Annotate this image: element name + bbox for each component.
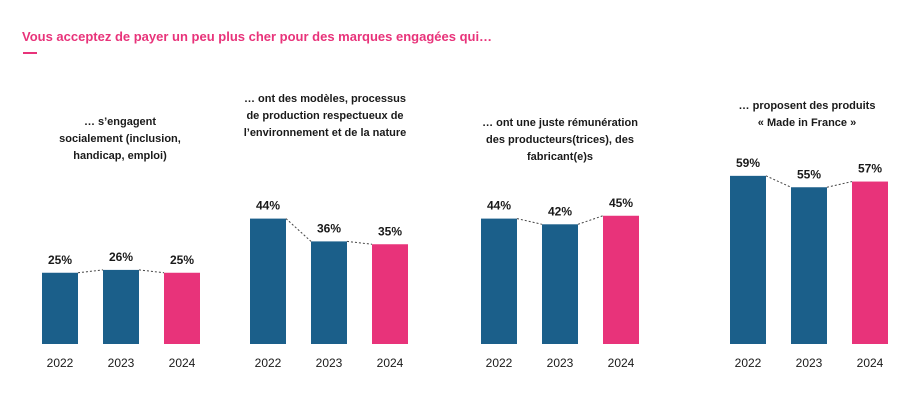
panel-title-1: … s’engagent socialement (inclusion, han…	[59, 116, 181, 162]
value-label-2022: 44%	[256, 199, 280, 213]
year-label-2022: 2022	[255, 356, 282, 370]
bar-2022	[481, 218, 517, 344]
value-label-2023: 42%	[548, 204, 572, 218]
headline-underline-dash	[23, 52, 37, 54]
trend-connector	[577, 215, 604, 225]
year-label-2024: 2024	[169, 356, 196, 370]
bar-2024	[164, 272, 200, 344]
bar-2022	[250, 218, 286, 344]
panel-title-3: … ont une juste rémunération des product…	[482, 117, 638, 163]
trend-connector	[346, 240, 373, 245]
trend-connector	[765, 175, 792, 188]
year-label-2023: 2023	[316, 356, 343, 370]
bar-2024	[603, 215, 639, 344]
trend-connector	[516, 218, 543, 225]
value-label-2024: 35%	[378, 224, 402, 238]
year-label-2023: 2023	[796, 356, 823, 370]
panel-title-4: … proposent des produits « Made in Franc…	[738, 100, 876, 129]
year-label-2023: 2023	[547, 356, 574, 370]
chart-headline: Vous acceptez de payer un peu plus cher …	[22, 29, 493, 44]
year-label-2022: 2022	[486, 356, 513, 370]
bar-2022	[730, 175, 766, 344]
year-label-2022: 2022	[47, 356, 74, 370]
bar-2023	[311, 241, 347, 344]
bar-2022	[42, 272, 78, 344]
chart-panel-1: 25% 2022 26% 2023 25% 2024	[42, 250, 200, 370]
bar-2024	[372, 244, 408, 344]
year-label-2022: 2022	[735, 356, 762, 370]
value-label-2023: 36%	[317, 221, 341, 235]
value-label-2022: 25%	[48, 253, 72, 267]
bar-2024	[852, 181, 888, 344]
trend-connector	[77, 269, 104, 274]
chart-panel-2: 44% 2022 36% 2023 35% 2024	[250, 199, 408, 370]
trend-connector	[285, 218, 312, 242]
year-label-2024: 2024	[377, 356, 404, 370]
year-label-2024: 2024	[608, 356, 635, 370]
trend-connector	[138, 269, 165, 274]
value-label-2024: 25%	[170, 253, 194, 267]
value-label-2024: 57%	[858, 162, 882, 176]
panel-title-2: … ont des modèles, processus de producti…	[243, 93, 407, 139]
value-label-2023: 55%	[797, 167, 821, 181]
bar-2023	[791, 187, 827, 344]
value-label-2023: 26%	[109, 250, 133, 264]
chart-panel-3: 44% 2022 42% 2023 45% 2024	[481, 196, 639, 370]
year-label-2023: 2023	[108, 356, 135, 370]
value-label-2022: 44%	[487, 199, 511, 213]
value-label-2024: 45%	[609, 196, 633, 210]
bar-2023	[542, 224, 578, 344]
chart-panel-4: 59% 2022 55% 2023 57% 2024	[730, 156, 888, 370]
bar-2023	[103, 269, 139, 344]
value-label-2022: 59%	[736, 156, 760, 170]
year-label-2024: 2024	[857, 356, 884, 370]
trend-connector	[826, 181, 853, 188]
